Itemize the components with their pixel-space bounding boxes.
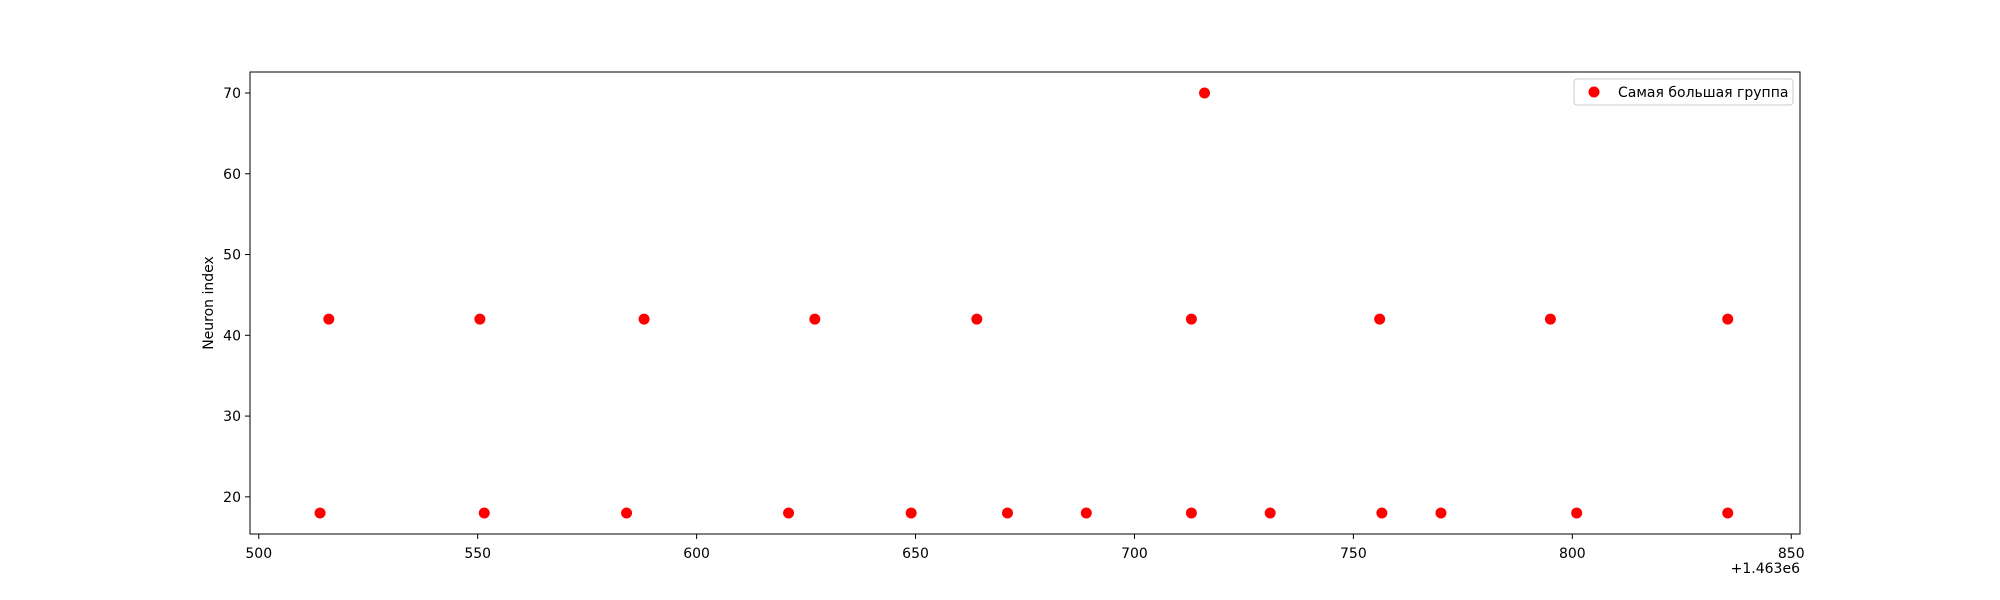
y-tick-label: 70 — [223, 86, 241, 102]
data-points — [314, 87, 1734, 519]
x-tick-label: 550 — [464, 546, 491, 562]
data-point — [783, 507, 795, 519]
data-point — [323, 313, 335, 325]
data-point — [1435, 507, 1447, 519]
data-point — [809, 313, 821, 325]
legend: Самая большая группа — [1573, 78, 1794, 106]
data-point — [1722, 313, 1734, 325]
data-point — [905, 507, 917, 519]
legend-marker — [1588, 86, 1600, 98]
data-point — [474, 313, 486, 325]
data-point — [1374, 313, 1386, 325]
x-tick-label: 850 — [1778, 546, 1805, 562]
data-point — [1001, 507, 1013, 519]
y-tick-label: 40 — [223, 328, 241, 344]
data-point — [1571, 507, 1583, 519]
data-point — [1376, 507, 1388, 519]
x-tick-label: 700 — [1121, 546, 1148, 562]
x-offset-label: +1.463e6 — [1731, 561, 1800, 577]
data-point — [1185, 313, 1197, 325]
x-tick-label: 500 — [245, 546, 272, 562]
y-tick-label: 30 — [223, 409, 241, 425]
data-point — [1722, 507, 1734, 519]
data-point — [1185, 507, 1197, 519]
data-point — [638, 313, 650, 325]
x-tick-label: 650 — [902, 546, 929, 562]
data-point — [1080, 507, 1092, 519]
data-point — [1199, 87, 1211, 99]
legend-frame — [1573, 78, 1794, 106]
data-point — [621, 507, 633, 519]
x-axis: 500 550 600 650 700 750 800 850 — [245, 534, 1805, 562]
x-tick-label: 750 — [1340, 546, 1367, 562]
legend-label: Самая большая группа — [1618, 85, 1788, 101]
y-axis: 20 30 40 50 60 70 — [223, 86, 250, 506]
data-point — [1544, 313, 1556, 325]
x-tick-label: 800 — [1559, 546, 1586, 562]
y-tick-label: 60 — [223, 167, 241, 183]
data-point — [314, 507, 326, 519]
x-tick-label: 600 — [683, 546, 710, 562]
data-point — [971, 313, 983, 325]
data-point — [478, 507, 490, 519]
y-tick-label: 50 — [223, 248, 241, 264]
plot-area — [249, 71, 1801, 535]
y-axis-label: Neuron index — [201, 256, 217, 350]
data-point — [1264, 507, 1276, 519]
y-tick-label: 20 — [223, 490, 241, 506]
